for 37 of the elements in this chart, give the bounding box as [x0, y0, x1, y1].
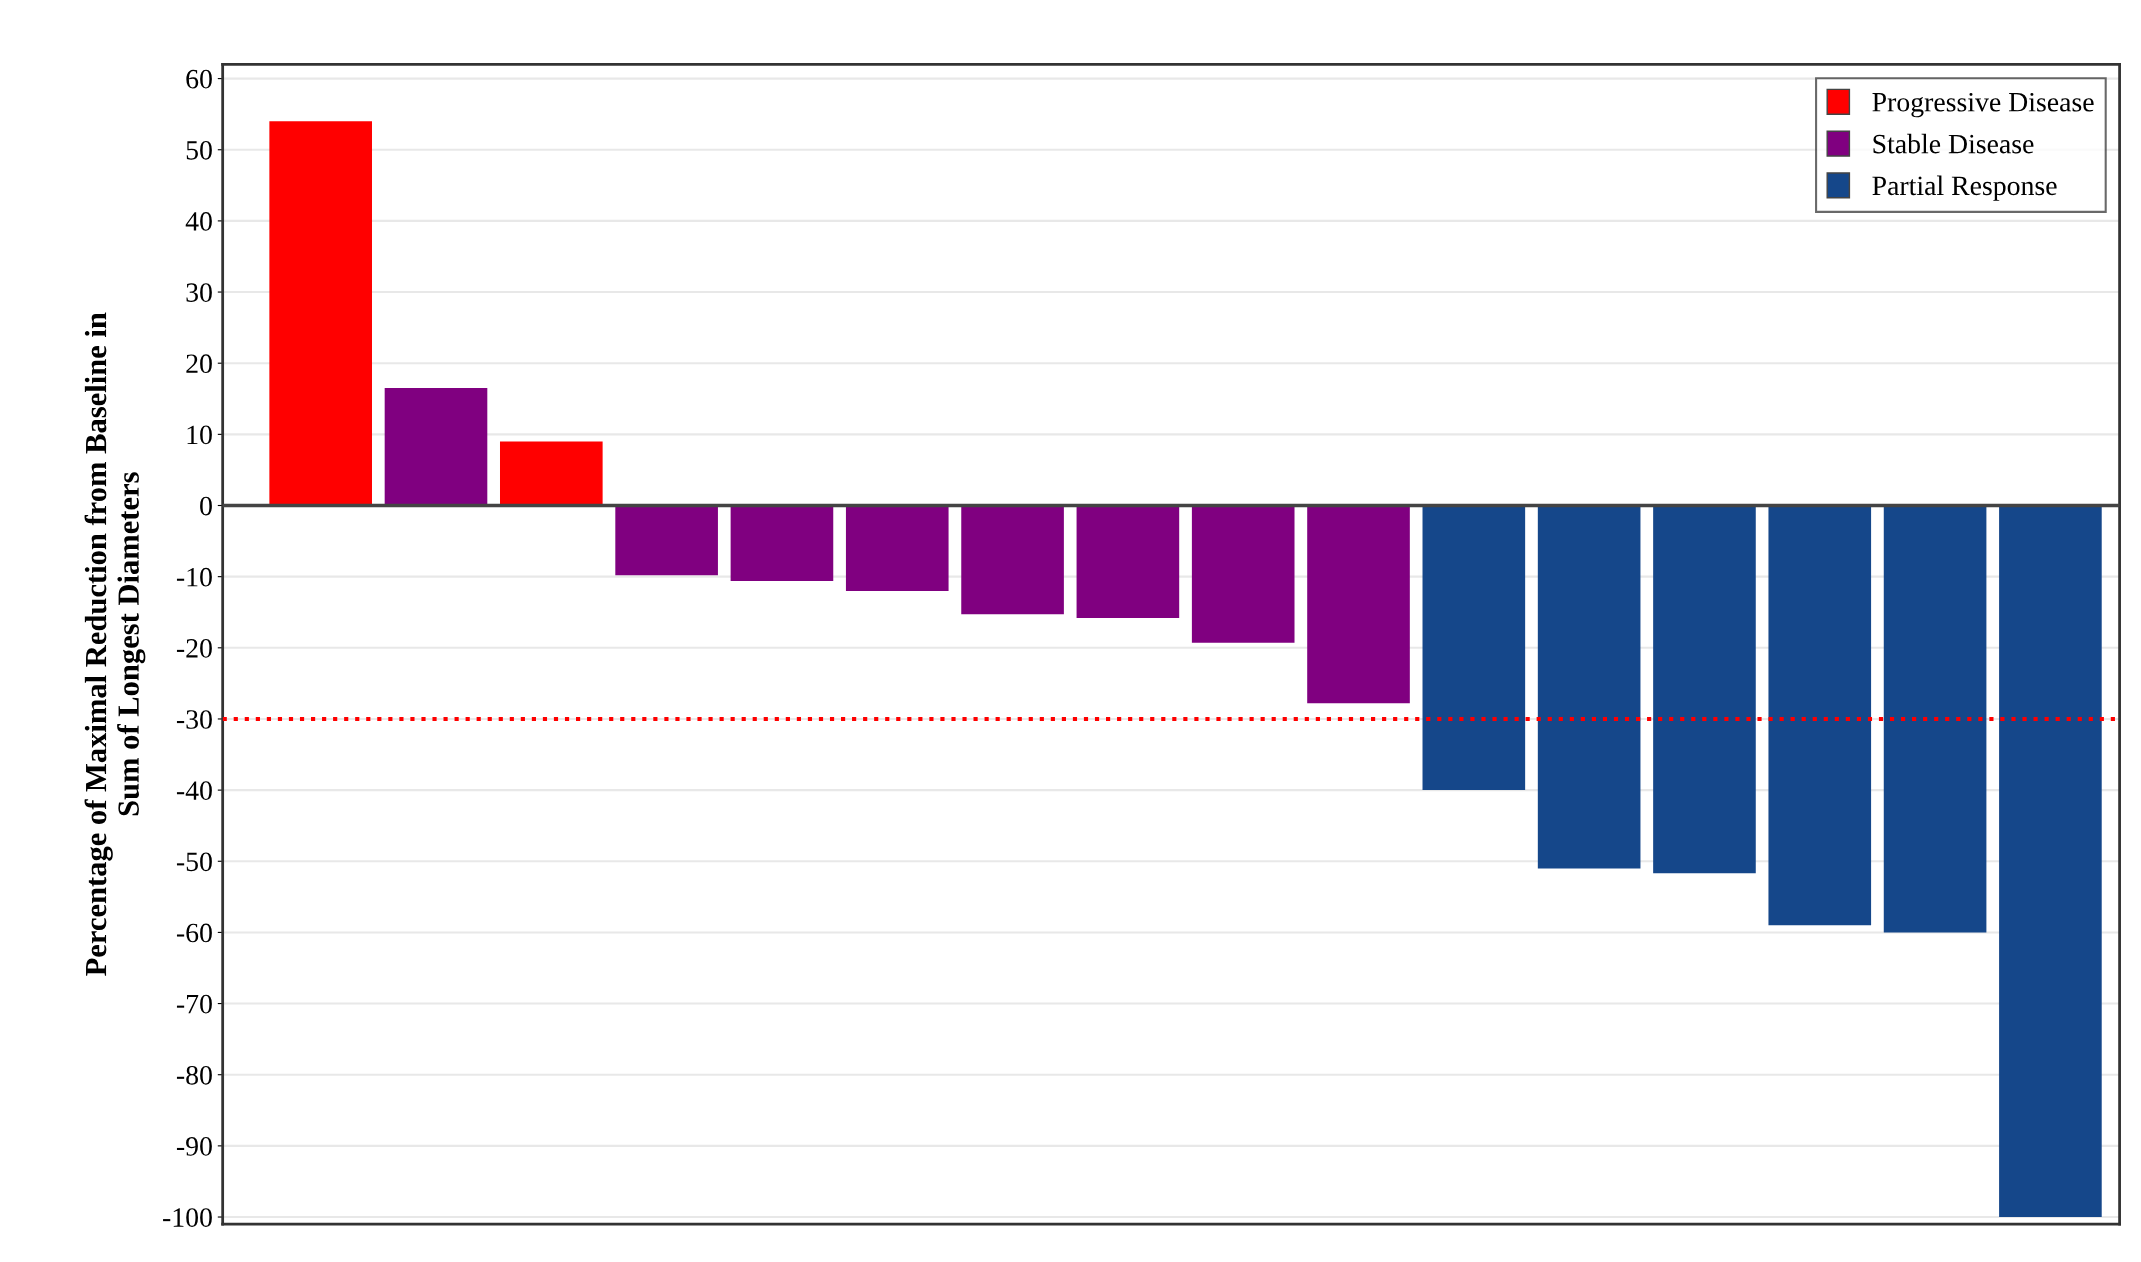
bar [1653, 505, 1756, 874]
bar [1883, 505, 1987, 933]
bar [1191, 505, 1295, 643]
y-tick-label: -50 [176, 852, 212, 872]
bar [730, 505, 834, 581]
bar [500, 441, 603, 506]
y-tick-label: 30 [186, 283, 212, 302]
y-tick-label: 60 [186, 69, 212, 89]
bar [615, 505, 718, 576]
bar [269, 121, 372, 506]
y-tick-label: -20 [176, 638, 212, 658]
bar [845, 505, 949, 591]
y-tick-label: -40 [176, 781, 212, 801]
bar [1422, 505, 1526, 791]
y-tick-label: -70 [176, 994, 212, 1014]
y-tick-label: -80 [176, 1065, 212, 1085]
y-tick-label: 40 [185, 212, 212, 231]
bar [961, 505, 1064, 615]
bar [1999, 505, 2102, 1218]
y-tick-label: -30 [176, 710, 212, 729]
bar [1537, 505, 1641, 869]
y-tick-label: 10 [187, 425, 212, 445]
y-tick-label: -10 [176, 567, 212, 587]
legend-label: Stable Disease [1873, 133, 2034, 154]
y-tick-label: 50 [186, 140, 212, 160]
y-tick-label: 20 [186, 354, 212, 374]
y-tick-label: -90 [176, 1137, 212, 1156]
bar [1076, 505, 1180, 618]
y-tick-label: 0 [200, 496, 212, 516]
legend-label: Progressive Disease [1872, 92, 2094, 118]
legend-label: Partial Response [1872, 175, 2057, 201]
bar [384, 388, 488, 506]
y-tick-label: -100 [163, 1208, 212, 1227]
y-axis-title: Percentage of Maximal Reduction from Baseline in Sum of Longest Diameters [84, 312, 146, 976]
bar [1768, 505, 1872, 926]
bar [1307, 505, 1410, 704]
y-tick-label: -60 [176, 923, 212, 943]
